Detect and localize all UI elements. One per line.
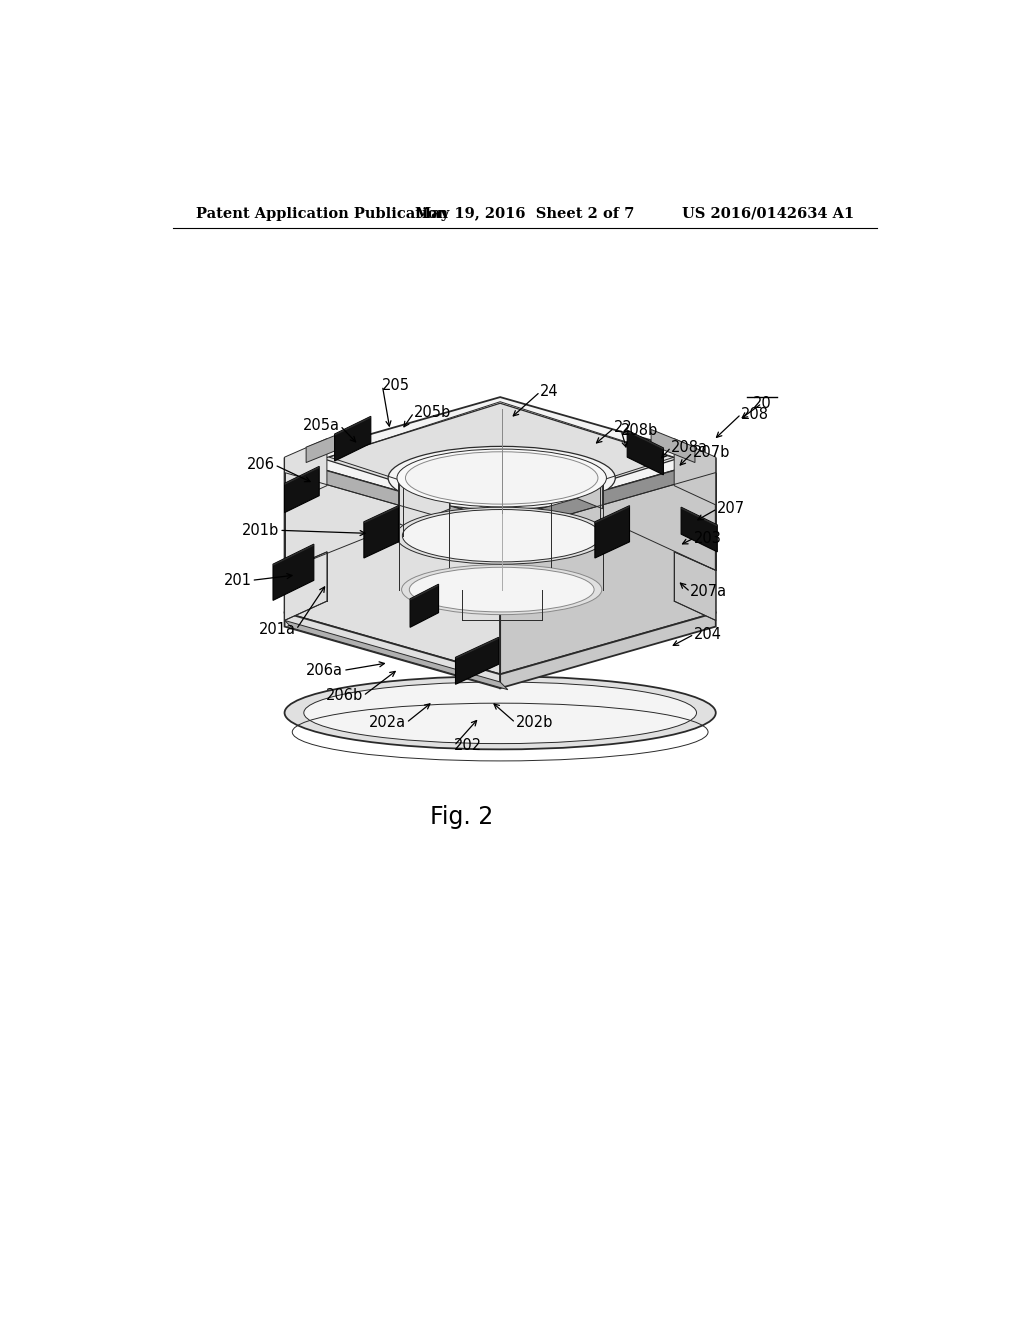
Polygon shape <box>456 638 499 659</box>
Polygon shape <box>681 507 717 527</box>
Ellipse shape <box>396 507 607 564</box>
Text: May 19, 2016  Sheet 2 of 7: May 19, 2016 Sheet 2 of 7 <box>415 207 635 220</box>
Polygon shape <box>364 506 398 524</box>
Polygon shape <box>595 506 630 558</box>
Polygon shape <box>410 585 438 627</box>
Ellipse shape <box>402 510 601 562</box>
Polygon shape <box>410 585 438 601</box>
Polygon shape <box>335 416 371 436</box>
Text: 22: 22 <box>614 420 633 436</box>
Polygon shape <box>456 638 499 684</box>
Text: 206: 206 <box>247 457 274 473</box>
Text: 201: 201 <box>223 573 252 587</box>
Text: 204: 204 <box>694 627 722 642</box>
Text: 207b: 207b <box>692 445 730 461</box>
Ellipse shape <box>406 451 598 504</box>
Polygon shape <box>285 397 716 520</box>
Polygon shape <box>285 612 500 688</box>
Polygon shape <box>285 466 319 512</box>
Text: 208a: 208a <box>671 440 709 454</box>
Text: US 2016/0142634 A1: US 2016/0142634 A1 <box>682 207 854 220</box>
Text: 202a: 202a <box>369 715 407 730</box>
Polygon shape <box>681 507 717 552</box>
Polygon shape <box>674 552 716 620</box>
Polygon shape <box>551 461 602 508</box>
Polygon shape <box>285 438 327 506</box>
Text: 206b: 206b <box>326 688 364 704</box>
Polygon shape <box>306 429 350 462</box>
Polygon shape <box>323 404 677 515</box>
Text: 205: 205 <box>382 378 411 393</box>
Ellipse shape <box>401 565 602 615</box>
Text: 202b: 202b <box>515 715 553 730</box>
Polygon shape <box>500 459 716 535</box>
Text: 205a: 205a <box>303 418 340 433</box>
Text: 203: 203 <box>694 531 722 545</box>
Polygon shape <box>273 544 313 566</box>
Text: 202: 202 <box>454 738 482 754</box>
Text: 24: 24 <box>541 384 559 399</box>
Text: Fig. 2: Fig. 2 <box>430 805 494 829</box>
Text: 206a: 206a <box>306 663 343 678</box>
Text: 207a: 207a <box>690 585 727 599</box>
Ellipse shape <box>285 676 716 750</box>
Ellipse shape <box>304 682 696 743</box>
Polygon shape <box>285 466 319 484</box>
Text: 207: 207 <box>717 502 745 516</box>
Polygon shape <box>398 461 451 529</box>
Polygon shape <box>273 544 313 601</box>
Polygon shape <box>364 506 398 558</box>
Text: Patent Application Publication: Patent Application Publication <box>196 207 449 220</box>
Polygon shape <box>651 429 695 462</box>
Text: 208b: 208b <box>621 422 658 438</box>
Polygon shape <box>285 552 327 620</box>
Text: 201a: 201a <box>259 622 296 638</box>
Polygon shape <box>500 459 716 675</box>
Text: 201b: 201b <box>242 523 280 537</box>
Text: 208: 208 <box>741 407 769 421</box>
Polygon shape <box>335 416 371 461</box>
Polygon shape <box>285 620 508 689</box>
Polygon shape <box>595 506 630 524</box>
Polygon shape <box>285 459 500 675</box>
Text: 20: 20 <box>753 396 771 411</box>
Polygon shape <box>628 430 664 449</box>
Polygon shape <box>500 612 716 688</box>
Polygon shape <box>674 438 716 506</box>
Ellipse shape <box>388 446 615 510</box>
Text: 205b: 205b <box>414 405 452 420</box>
Ellipse shape <box>397 449 606 507</box>
Polygon shape <box>285 459 500 535</box>
Ellipse shape <box>410 568 594 612</box>
Polygon shape <box>628 430 664 475</box>
